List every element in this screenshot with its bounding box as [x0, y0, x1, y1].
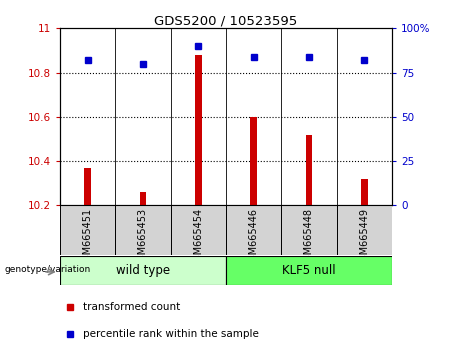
Text: GSM665448: GSM665448 [304, 208, 314, 267]
Text: wild type: wild type [116, 264, 170, 277]
Bar [226, 256, 392, 285]
Text: GSM665454: GSM665454 [193, 208, 203, 267]
Text: GSM665449: GSM665449 [359, 208, 369, 267]
Bar [337, 205, 392, 255]
Text: percentile rank within the sample: percentile rank within the sample [83, 329, 259, 339]
Text: KLF5 null: KLF5 null [282, 264, 336, 277]
Bar [361, 179, 367, 205]
Title: GDS5200 / 10523595: GDS5200 / 10523595 [154, 14, 297, 27]
Bar [60, 256, 226, 285]
Bar [226, 205, 281, 255]
Text: GSM665446: GSM665446 [248, 208, 259, 267]
Bar [195, 55, 201, 205]
Bar [84, 168, 91, 205]
Bar [250, 117, 257, 205]
Bar [115, 205, 171, 255]
Bar [60, 205, 115, 255]
Text: GSM665451: GSM665451 [83, 208, 93, 267]
Bar [140, 192, 146, 205]
Text: GSM665453: GSM665453 [138, 208, 148, 267]
Text: transformed count: transformed count [83, 302, 180, 312]
Bar [171, 205, 226, 255]
Text: genotype/variation: genotype/variation [5, 264, 91, 274]
Bar [281, 205, 337, 255]
Bar [306, 135, 312, 205]
